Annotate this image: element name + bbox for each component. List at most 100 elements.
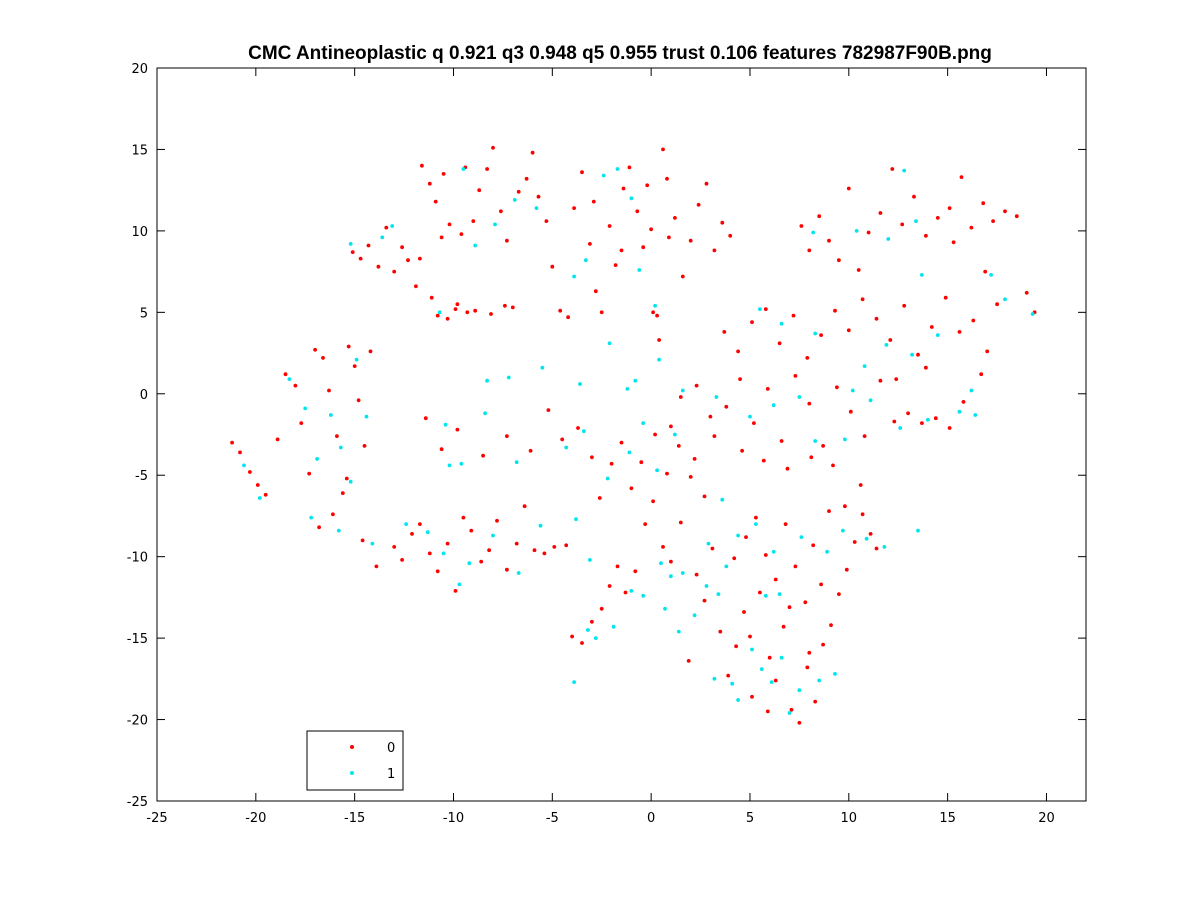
point-series-0 [761,458,766,463]
point-series-0 [558,308,563,313]
point-series-0 [522,504,527,509]
point-series-0 [510,305,515,310]
point-series-0 [427,551,432,556]
point-series-0 [299,421,304,425]
x-tick-label: 20 [1038,811,1055,826]
point-series-1 [884,343,889,347]
point-series-0 [590,619,594,624]
point-series-0 [503,303,507,308]
point-series-0 [758,590,762,595]
point-series-1 [584,258,588,263]
point-series-0 [874,316,879,321]
point-series-0 [777,341,782,346]
point-series-0 [763,553,768,557]
point-series-0 [878,211,883,215]
point-series-1 [736,698,740,702]
point-series-0 [726,673,731,678]
point-series-0 [754,515,758,520]
point-series-0 [661,147,665,152]
point-series-0 [807,401,812,406]
point-series-0 [779,439,784,443]
point-series-1 [655,468,659,473]
point-series-1 [659,561,663,566]
point-series-1 [714,395,719,399]
point-series-0 [704,181,709,186]
point-series-1 [457,582,462,587]
x-tick-label: -20 [245,811,266,826]
point-series-0 [505,567,509,572]
point-series-0 [935,216,940,220]
y-tick-label: -25 [127,795,148,810]
point-series-0 [888,338,893,342]
point-series-0 [439,235,444,240]
point-series-1 [886,237,891,241]
point-series-0 [868,532,873,536]
point-series-1 [447,463,452,468]
point-series-1 [380,235,385,240]
point-series-1 [588,558,592,562]
point-series-1 [712,676,717,681]
point-series-1 [467,561,472,566]
point-series-1 [611,624,616,629]
point-series-0 [445,541,450,546]
point-series-0 [327,388,331,393]
point-series-1 [242,463,246,468]
point-series-0 [633,569,638,574]
point-series-0 [793,564,798,569]
point-series-0 [665,471,669,476]
point-series-0 [744,535,748,539]
point-series-0 [461,515,466,520]
point-series-0 [793,374,798,378]
point-series-0 [807,248,812,253]
point-series-0 [580,170,584,175]
legend-marker-0 [350,745,354,749]
point-series-0 [331,512,335,517]
point-series-0 [732,556,737,561]
point-series-0 [275,437,280,442]
point-series-1 [779,321,784,326]
point-series-1 [724,564,729,569]
point-series-0 [362,444,367,448]
point-series-0 [951,240,956,245]
point-series-1 [605,476,610,481]
point-series-0 [1003,209,1007,214]
point-series-0 [439,447,444,452]
point-series-1 [898,426,903,430]
y-tick-label: 0 [140,388,148,403]
point-series-0 [350,250,355,255]
point-series-0 [453,589,458,593]
point-series-0 [856,268,861,272]
point-series-0 [352,364,357,368]
point-series-0 [619,440,624,445]
point-series-1 [799,535,804,539]
point-series-0 [317,525,321,530]
point-series-1 [926,417,930,422]
point-series-0 [852,540,857,544]
point-series-1 [969,388,974,393]
point-series-0 [487,548,491,553]
point-series-0 [455,427,460,432]
point-series-0 [728,233,733,238]
point-series-1 [748,414,752,419]
point-series-0 [929,325,934,329]
point-series-0 [433,199,438,204]
point-series-0 [346,344,351,349]
point-series-1 [637,268,642,272]
point-series-0 [368,349,373,354]
point-series-1 [811,230,816,235]
point-series-0 [479,559,484,564]
point-series-0 [1014,214,1019,219]
point-series-0 [423,416,428,421]
point-series-1 [771,403,776,408]
point-series-1 [1003,297,1007,302]
point-series-0 [661,545,665,549]
point-series-1 [336,528,341,533]
point-series-0 [767,655,772,660]
point-series-0 [307,471,312,476]
point-series-0 [491,145,495,150]
point-series-0 [819,582,823,587]
x-tick-label: 5 [746,811,754,826]
point-series-1 [257,496,262,500]
y-tick-label: 5 [140,306,148,321]
